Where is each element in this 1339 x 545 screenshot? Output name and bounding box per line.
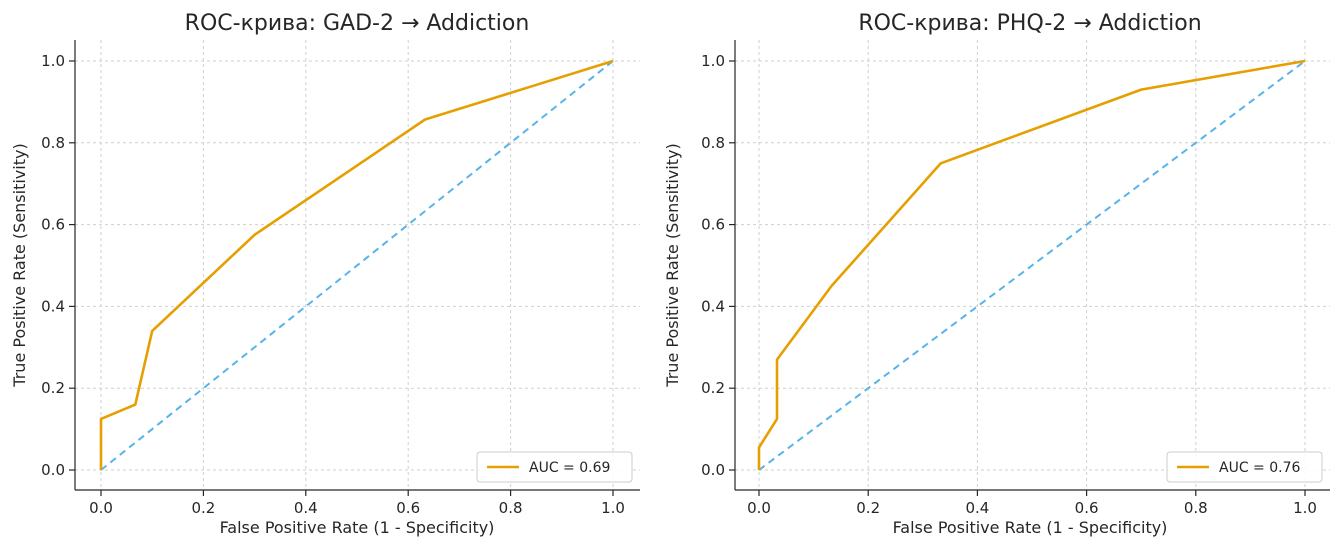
legend: AUC = 0.69	[476, 451, 633, 483]
x-tick-label: 1.0	[601, 499, 625, 517]
x-tick-label: 0.0	[747, 499, 771, 517]
y-tick-label: 0.8	[41, 134, 65, 152]
x-tick-label: 0.0	[89, 499, 113, 517]
chance-diagonal-line	[100, 60, 614, 471]
x-tick-label: 0.6	[396, 499, 420, 517]
legend: AUC = 0.76	[1166, 451, 1323, 483]
chance-diagonal-line	[758, 60, 1306, 471]
y-tick-label: 0.8	[701, 134, 725, 152]
y-tick-label: 1.0	[701, 52, 725, 70]
y-tick-label: 0.6	[701, 216, 725, 234]
x-axis-label: False Positive Rate (1 - Specificity)	[220, 518, 495, 537]
x-tick-label: 0.8	[499, 499, 523, 517]
y-tick-label: 0.0	[41, 461, 65, 479]
x-tick-label: 0.4	[294, 499, 318, 517]
y-tick-label: 0.4	[701, 297, 725, 315]
x-tick-label: 1.0	[1293, 499, 1317, 517]
legend-label: AUC = 0.76	[1219, 460, 1300, 476]
y-tick-label: 0.6	[41, 216, 65, 234]
x-tick-label: 0.4	[965, 499, 989, 517]
x-axis-label: False Positive Rate (1 - Specificity)	[893, 518, 1168, 537]
y-axis-label: True Positive Rate (Sensitivity)	[10, 143, 29, 387]
y-axis-label: True Positive Rate (Sensitivity)	[663, 143, 682, 387]
chart-title: ROC-крива: GAD-2 → Addiction	[185, 11, 530, 36]
x-tick-label: 0.2	[191, 499, 215, 517]
roc-curve-line	[99, 59, 614, 470]
roc-chart-phq2: ROC-крива: PHQ-2 → Addiction False Posit…	[663, 11, 1330, 537]
legend-label: AUC = 0.69	[529, 460, 610, 476]
x-tick-label: 0.2	[856, 499, 880, 517]
roc-chart-gad2: ROC-крива: GAD-2 → Addiction False Posit…	[10, 11, 640, 537]
legend-box	[476, 451, 633, 483]
y-tick-label: 1.0	[41, 52, 65, 70]
y-tick-label: 0.2	[701, 379, 725, 397]
roc-curve-line	[757, 59, 1306, 470]
y-tick-label: 0.2	[41, 379, 65, 397]
y-tick-label: 0.0	[701, 461, 725, 479]
x-tick-label: 0.6	[1075, 499, 1099, 517]
x-tick-label: 0.8	[1184, 499, 1208, 517]
legend-box	[1166, 451, 1323, 483]
chart-title: ROC-крива: PHQ-2 → Addiction	[858, 11, 1201, 36]
y-tick-label: 0.4	[41, 297, 65, 315]
